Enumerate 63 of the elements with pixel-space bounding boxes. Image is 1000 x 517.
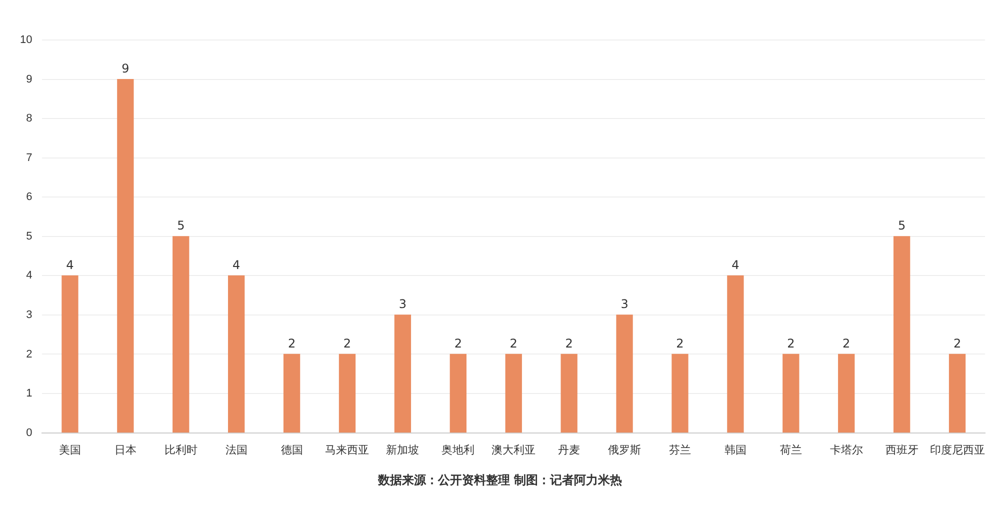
bar bbox=[782, 354, 800, 433]
data-label: 4 bbox=[732, 258, 740, 272]
x-tick-label: 卡塔尔 bbox=[830, 443, 863, 456]
bar bbox=[62, 275, 78, 433]
y-tick-label: 1 bbox=[26, 388, 32, 400]
bar bbox=[948, 354, 966, 433]
bar bbox=[394, 314, 412, 433]
data-label: 2 bbox=[565, 336, 573, 350]
data-label: 2 bbox=[510, 336, 518, 350]
x-tick-label: 新加坡 bbox=[386, 443, 420, 456]
bar bbox=[172, 236, 190, 433]
y-tick-label: 9 bbox=[26, 73, 32, 86]
x-tick-label: 美国 bbox=[58, 443, 81, 456]
bar bbox=[117, 78, 134, 433]
y-tick-label: 3 bbox=[26, 308, 32, 321]
y-tick-label: 6 bbox=[26, 191, 32, 204]
bar bbox=[338, 354, 356, 433]
data-label: 2 bbox=[787, 336, 795, 350]
data-label: 2 bbox=[676, 336, 684, 350]
data-label: 2 bbox=[288, 336, 296, 350]
source-note: 数据来源：公开资料整理 制图：记者阿力米热 bbox=[376, 472, 624, 489]
y-tick-label: 8 bbox=[26, 112, 32, 125]
y-tick-label: 5 bbox=[26, 230, 32, 242]
bar bbox=[450, 354, 466, 433]
bar bbox=[505, 354, 522, 433]
x-tick-label: 比利时 bbox=[164, 443, 198, 456]
data-label: 3 bbox=[398, 297, 407, 312]
data-label: 2 bbox=[343, 336, 352, 350]
y-tick-label: 2 bbox=[26, 348, 32, 360]
x-tick-label: 荷兰 bbox=[780, 443, 802, 456]
x-tick-label: 澳大利亚 bbox=[492, 443, 536, 456]
data-label: 9 bbox=[122, 61, 130, 76]
bar bbox=[893, 236, 910, 433]
data-label: 5 bbox=[898, 218, 906, 233]
bar bbox=[560, 354, 578, 433]
x-tick-label: 马来西亚 bbox=[325, 443, 370, 456]
x-tick-label: 西班牙 bbox=[885, 443, 918, 456]
x-tick-label: 日本 bbox=[114, 443, 136, 456]
x-tick-label: 奥地利 bbox=[442, 443, 475, 456]
bar bbox=[616, 314, 633, 433]
x-tick-label: 芬兰 bbox=[668, 443, 691, 456]
y-tick-label: 7 bbox=[26, 152, 32, 164]
y-tick-label: 0 bbox=[26, 426, 32, 439]
bar bbox=[838, 354, 855, 433]
data-label: 4 bbox=[232, 258, 240, 272]
x-tick-label: 法国 bbox=[225, 443, 248, 456]
data-label: 2 bbox=[454, 336, 462, 350]
x-tick-label: 德国 bbox=[280, 444, 303, 456]
x-tick-label: 俄罗斯 bbox=[608, 443, 642, 456]
bar bbox=[727, 275, 744, 433]
y-tick-label: 10 bbox=[20, 34, 32, 46]
data-label: 2 bbox=[842, 336, 850, 350]
x-tick-label: 丹麦 bbox=[558, 443, 580, 456]
x-tick-label: 印度尼西亚 bbox=[930, 443, 985, 456]
data-label: 5 bbox=[177, 218, 185, 233]
bar bbox=[672, 354, 688, 433]
y-tick-label: 4 bbox=[26, 270, 32, 282]
bar bbox=[283, 354, 300, 433]
x-tick-label: 韩国 bbox=[724, 443, 746, 456]
data-label: 2 bbox=[953, 336, 962, 350]
data-label: 3 bbox=[620, 297, 628, 312]
bar bbox=[228, 275, 245, 433]
data-label: 4 bbox=[66, 258, 74, 272]
